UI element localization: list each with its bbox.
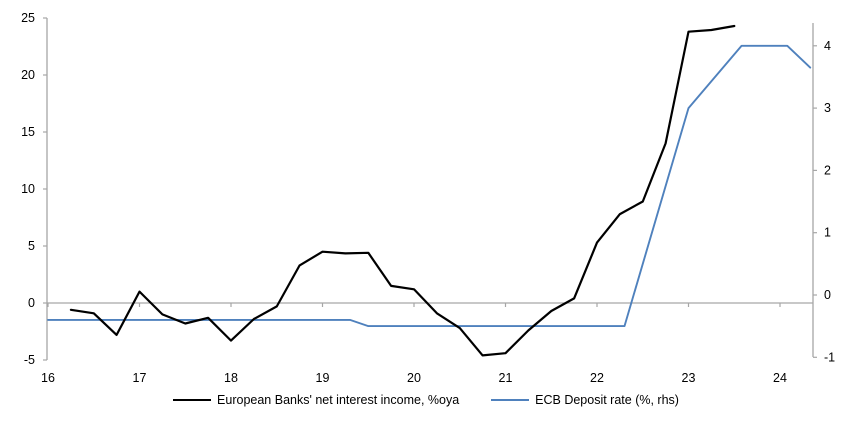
blue-line-swatch [491, 399, 530, 402]
legend-item-ecb-deposit-rate: ECB Deposit rate (%, rhs) [491, 394, 679, 407]
net-interest-income-line [69, 24, 736, 357]
left-axis-tick-label: 0 [28, 296, 35, 310]
left-axis-tick-label: 20 [21, 68, 35, 82]
left-axis-tick-label: 25 [21, 11, 35, 25]
right-axis-tick-label: 3 [824, 101, 831, 115]
x-axis-tick-label: 17 [133, 371, 147, 385]
x-axis-tick-label: 20 [407, 371, 421, 385]
left-axis-tick-label: 5 [28, 239, 35, 253]
x-axis-tick-label: 16 [41, 371, 55, 385]
right-axis-tick-label: 0 [824, 288, 831, 302]
right-axis-tick-label: -1 [824, 350, 835, 364]
x-axis-tick-label: 24 [773, 371, 787, 385]
left-axis-tick-label: -5 [24, 353, 35, 367]
x-axis-tick-label: 18 [224, 371, 238, 385]
right-axis-tick-label: 1 [824, 226, 831, 240]
x-axis-tick-label: 19 [316, 371, 330, 385]
x-axis-tick-label: 23 [682, 371, 696, 385]
chart-legend: European Banks' net interest income, %oy… [0, 394, 852, 407]
x-axis-tick-label: 22 [590, 371, 604, 385]
left-axis-tick-label: 10 [21, 182, 35, 196]
left-axis-tick-label: 15 [21, 125, 35, 139]
legend-label-ecb-deposit-rate: ECB Deposit rate (%, rhs) [535, 393, 679, 407]
ecb-deposit-rate-line [47, 44, 812, 328]
x-axis-tick-label: 21 [499, 371, 513, 385]
legend-item-net-interest-income: European Banks' net interest income, %oy… [173, 394, 459, 407]
right-axis-tick-label: 2 [824, 163, 831, 177]
right-axis-tick-label: 4 [824, 39, 831, 53]
legend-label-net-interest-income: European Banks' net interest income, %oy… [217, 393, 460, 407]
black-line-swatch [173, 399, 212, 402]
